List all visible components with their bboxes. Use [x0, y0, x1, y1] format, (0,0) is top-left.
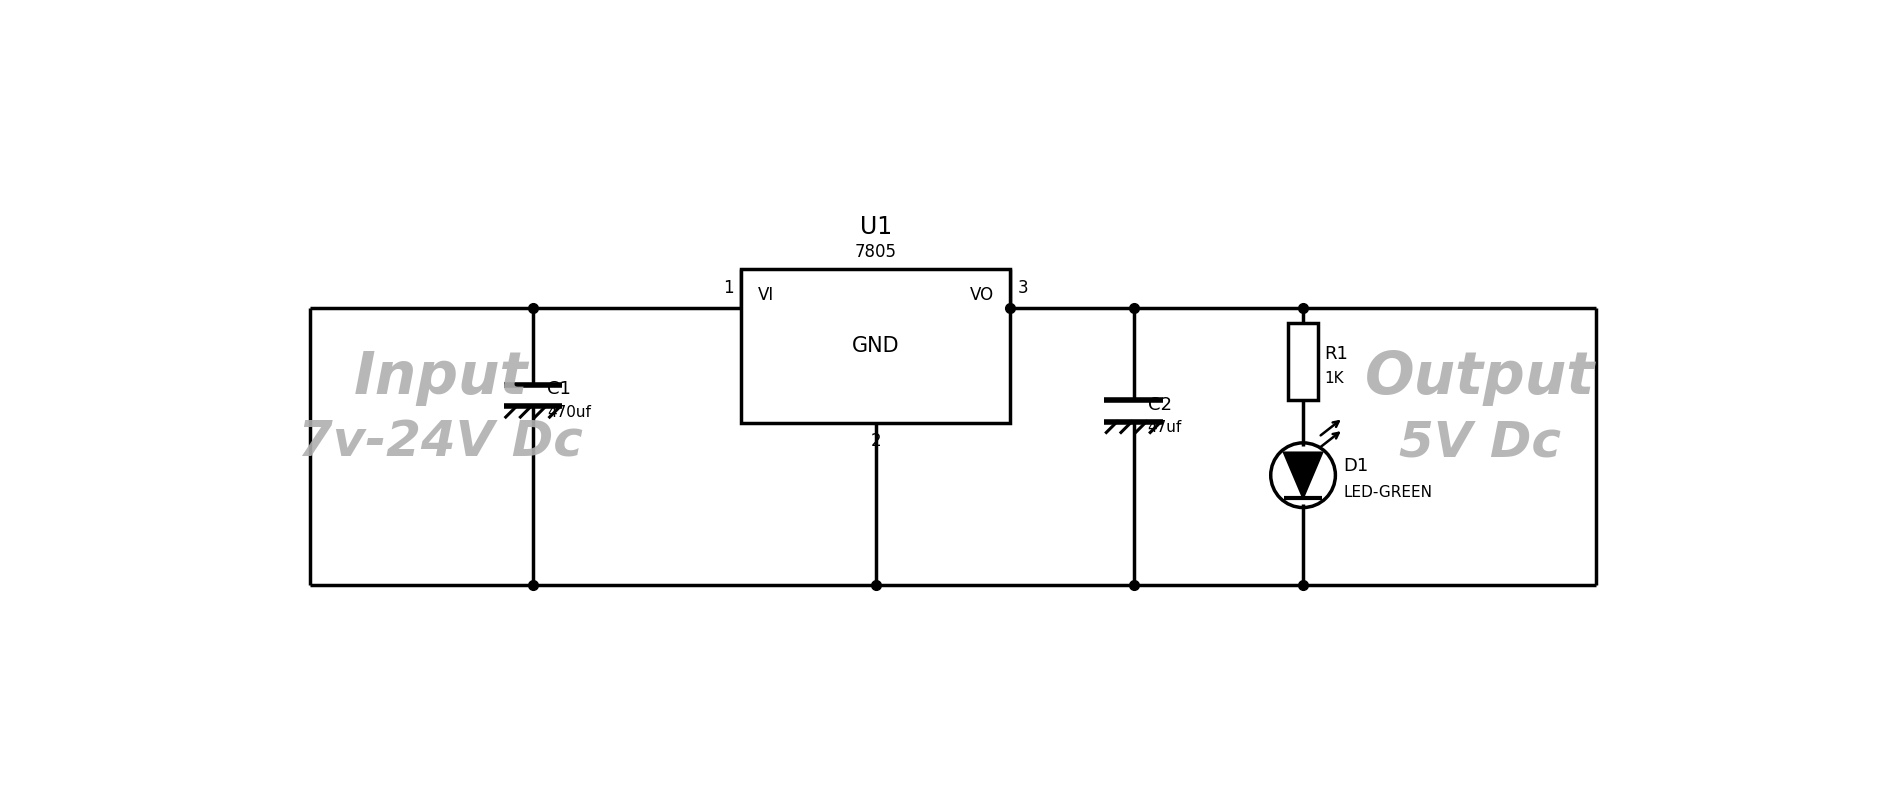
- Text: 7v-24V Dc: 7v-24V Dc: [298, 419, 583, 467]
- Text: 470uf: 470uf: [547, 405, 590, 420]
- Text: VI: VI: [758, 286, 773, 304]
- Text: C2: C2: [1147, 396, 1171, 414]
- Bar: [741, 269, 1011, 423]
- Text: VO: VO: [969, 286, 994, 304]
- Text: GND: GND: [852, 336, 900, 357]
- Bar: [1288, 323, 1318, 400]
- Text: 2: 2: [871, 433, 881, 450]
- Text: Input: Input: [353, 349, 528, 405]
- Text: C1: C1: [547, 380, 571, 398]
- Text: D1: D1: [1343, 457, 1369, 475]
- Text: 5V Dc: 5V Dc: [1399, 419, 1562, 467]
- Text: R1: R1: [1324, 345, 1348, 363]
- Polygon shape: [1284, 453, 1322, 498]
- Text: U1: U1: [860, 215, 892, 239]
- Text: LED-GREEN: LED-GREEN: [1343, 485, 1431, 500]
- Text: 1K: 1K: [1324, 371, 1345, 386]
- Text: Output: Output: [1365, 349, 1596, 405]
- Text: 7805: 7805: [854, 243, 896, 261]
- Text: 47uf: 47uf: [1147, 420, 1183, 435]
- Text: 3: 3: [1018, 279, 1028, 297]
- Text: 1: 1: [722, 279, 734, 297]
